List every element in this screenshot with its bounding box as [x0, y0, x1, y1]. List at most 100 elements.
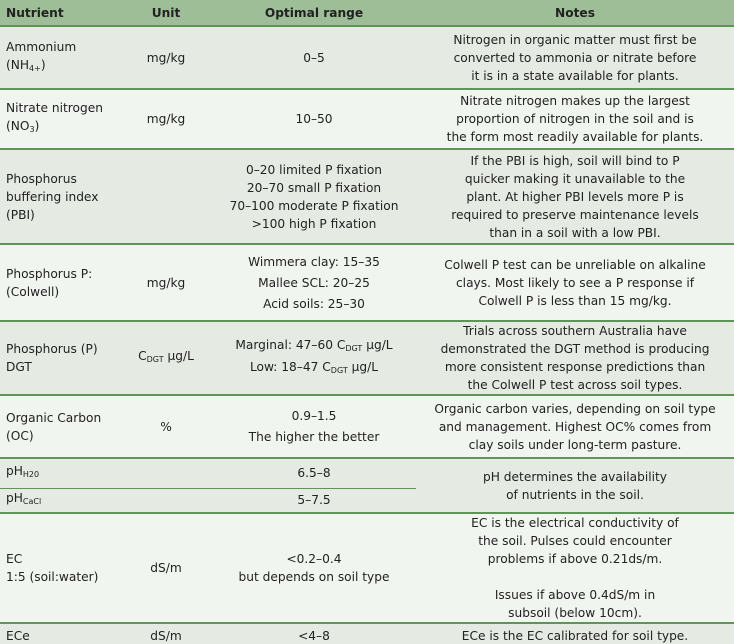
- cell-notes: ECe is the EC calibrated for soil type.: [416, 623, 734, 644]
- subscript: 3: [29, 125, 35, 134]
- cell-range: 5–7.5: [212, 488, 416, 514]
- cell-range: <4–8: [212, 623, 416, 644]
- cell-nutrient: Ammonium (NH4+): [0, 26, 120, 90]
- cell-range: 6.5–8: [212, 458, 416, 489]
- cell-line: (OC): [6, 428, 34, 443]
- cell-notes: Trials across southern Australia have dem…: [416, 321, 734, 396]
- cell-line: required to preserve maintenance levels: [451, 207, 699, 222]
- subscript: CaCl: [22, 497, 42, 507]
- cell-range: <0.2–0.4 but depends on soil type: [212, 513, 416, 624]
- cell-unit: [120, 488, 212, 514]
- cell-line: Trials across southern Australia have: [463, 324, 687, 338]
- cell-line: converted to ammonia or nitrate before: [453, 50, 697, 65]
- cell-unit: [120, 458, 212, 489]
- cell-line: subsoil (below 10cm).: [508, 606, 642, 620]
- subscript: DGT: [146, 355, 164, 364]
- cell-notes: Nitrate nitrogen makes up the largest pro…: [416, 89, 734, 150]
- text: (NO: [6, 119, 30, 133]
- cell-line: CDGT µg/L: [126, 347, 206, 369]
- cell-line: demonstrated the DGT method is producing: [440, 342, 710, 356]
- table-row: EC 1:5 (soil:water) dS/m <0.2–0.4 but depend…: [0, 513, 734, 624]
- cell-line: [422, 568, 728, 586]
- cell-notes: pH determines the availability of nutrien…: [416, 458, 734, 514]
- cell-range: 0–20 limited P fixation 20–70 small P fix…: [212, 149, 416, 245]
- cell-nutrient: Phosphorus buffering index (PBI): [0, 149, 120, 245]
- cell-line: <0.2–0.4: [286, 552, 342, 566]
- cell-range: 0.9–1.5 The higher the better: [212, 395, 416, 459]
- cell-unit: CDGT µg/L: [120, 321, 212, 396]
- cell-line: Colwell P test can be unreliable on alka…: [444, 257, 706, 272]
- cell-nutrient: Phosphorus (P) DGT: [0, 321, 120, 396]
- cell-line: Nitrate nitrogen makes up the largest: [460, 94, 690, 108]
- cell-line: Acid soils: 25–30: [263, 296, 365, 311]
- table-row: Nitrate nitrogen (NO3) mg/kg 10–50 Nitrate n…: [0, 89, 734, 150]
- subscript: DGT: [330, 366, 348, 375]
- text: Marginal: 47–60 C: [235, 338, 346, 352]
- cell-line: the form most readily available for plan…: [446, 130, 704, 144]
- header-row: Nutrient Unit Optimal range Notes: [0, 0, 734, 27]
- cell-line: the soil. Pulses could encounter: [478, 534, 672, 548]
- cell-line: 5–7.5: [297, 493, 331, 508]
- cell-line: >100 high P fixation: [251, 216, 377, 231]
- cell-line: EC is the electrical conductivity of: [471, 516, 679, 530]
- cell-nutrient: pHCaCl: [0, 488, 120, 514]
- cell-line: dS/m: [150, 629, 182, 643]
- cell-range: Marginal: 47–60 CDGT µg/L Low: 18–47 CDGT…: [212, 321, 416, 396]
- cell-line: mg/kg: [146, 112, 186, 126]
- cell-nutrient: Organic Carbon (OC): [0, 395, 120, 459]
- cell-line: of nutrients in the soil.: [506, 487, 644, 502]
- cell-line: pHH20: [6, 462, 114, 484]
- cell-line: Phosphorus (P): [6, 342, 98, 356]
- header-notes: Notes: [416, 0, 734, 27]
- text: ): [34, 119, 40, 133]
- cell-line: Marginal: 47–60 CDGT µg/L: [218, 336, 410, 358]
- table-row: Organic Carbon (OC)% 0.9–1.5 The higher the…: [0, 395, 734, 459]
- cell-unit: dS/m: [120, 513, 212, 624]
- text: ): [40, 57, 46, 72]
- cell-nutrient: EC 1:5 (soil:water): [0, 513, 120, 624]
- cell-line: but depends on soil type: [238, 570, 390, 584]
- text: C: [138, 349, 147, 363]
- cell-line: %: [160, 419, 172, 434]
- table-row: pHCaCl 5–7.5: [0, 488, 734, 514]
- subscript: DGT: [345, 344, 363, 353]
- cell-line: If the PBI is high, soil will bind to P: [470, 153, 680, 168]
- header-nutrient: Nutrient: [0, 0, 120, 27]
- cell-line: dS/m: [150, 561, 182, 575]
- cell-unit: dS/m: [120, 623, 212, 644]
- text: Low: 18–47 C: [249, 360, 331, 374]
- cell-line: 6.5–8: [297, 466, 331, 481]
- cell-line: <4–8: [298, 629, 330, 643]
- cell-line: (PBI): [6, 207, 35, 222]
- text: (NH: [6, 57, 30, 72]
- cell-line: problems if above 0.21ds/m.: [487, 552, 663, 566]
- cell-line: clay soils under long-term pasture.: [468, 437, 682, 452]
- cell-line: The higher the better: [248, 430, 380, 444]
- cell-line: clays. Most likely to see a P response i…: [455, 275, 694, 290]
- table-row: Phosphorus (P) DGT CDGT µg/L Marginal: 47–6…: [0, 321, 734, 396]
- cell-line: DGT: [6, 360, 32, 374]
- cell-line: Nitrate nitrogen: [6, 101, 103, 115]
- cell-line: 20–70 small P fixation: [246, 180, 382, 195]
- cell-line: 1:5 (soil:water): [6, 570, 99, 584]
- cell-line: pH determines the availability: [483, 469, 667, 484]
- table-row: Phosphorus P: (Colwell) mg/kg Wimmera clay:…: [0, 244, 734, 322]
- cell-line: ECe: [6, 629, 30, 643]
- cell-unit: %: [120, 395, 212, 459]
- cell-notes: Nitrogen in organic matter must first be…: [416, 26, 734, 90]
- cell-line: proportion of nitrogen in the soil and i…: [456, 112, 694, 126]
- cell-line: Mallee SCL: 20–25: [258, 275, 370, 290]
- table-row: Phosphorus buffering index (PBI) 0–20 limit…: [0, 149, 734, 245]
- text: pH: [6, 491, 23, 506]
- text: µg/L: [163, 349, 194, 363]
- cell-unit: [120, 149, 212, 245]
- cell-line: Low: 18–47 CDGT µg/L: [218, 358, 410, 380]
- cell-notes: EC is the electrical conductivity of the …: [416, 513, 734, 624]
- cell-line: EC: [6, 552, 23, 566]
- cell-line: 0–5: [303, 50, 325, 65]
- cell-notes: If the PBI is high, soil will bind to P q…: [416, 149, 734, 245]
- header-optimal-range: Optimal range: [212, 0, 416, 27]
- subscript: H20: [22, 470, 40, 480]
- cell-line: Phosphorus P:: [6, 266, 93, 281]
